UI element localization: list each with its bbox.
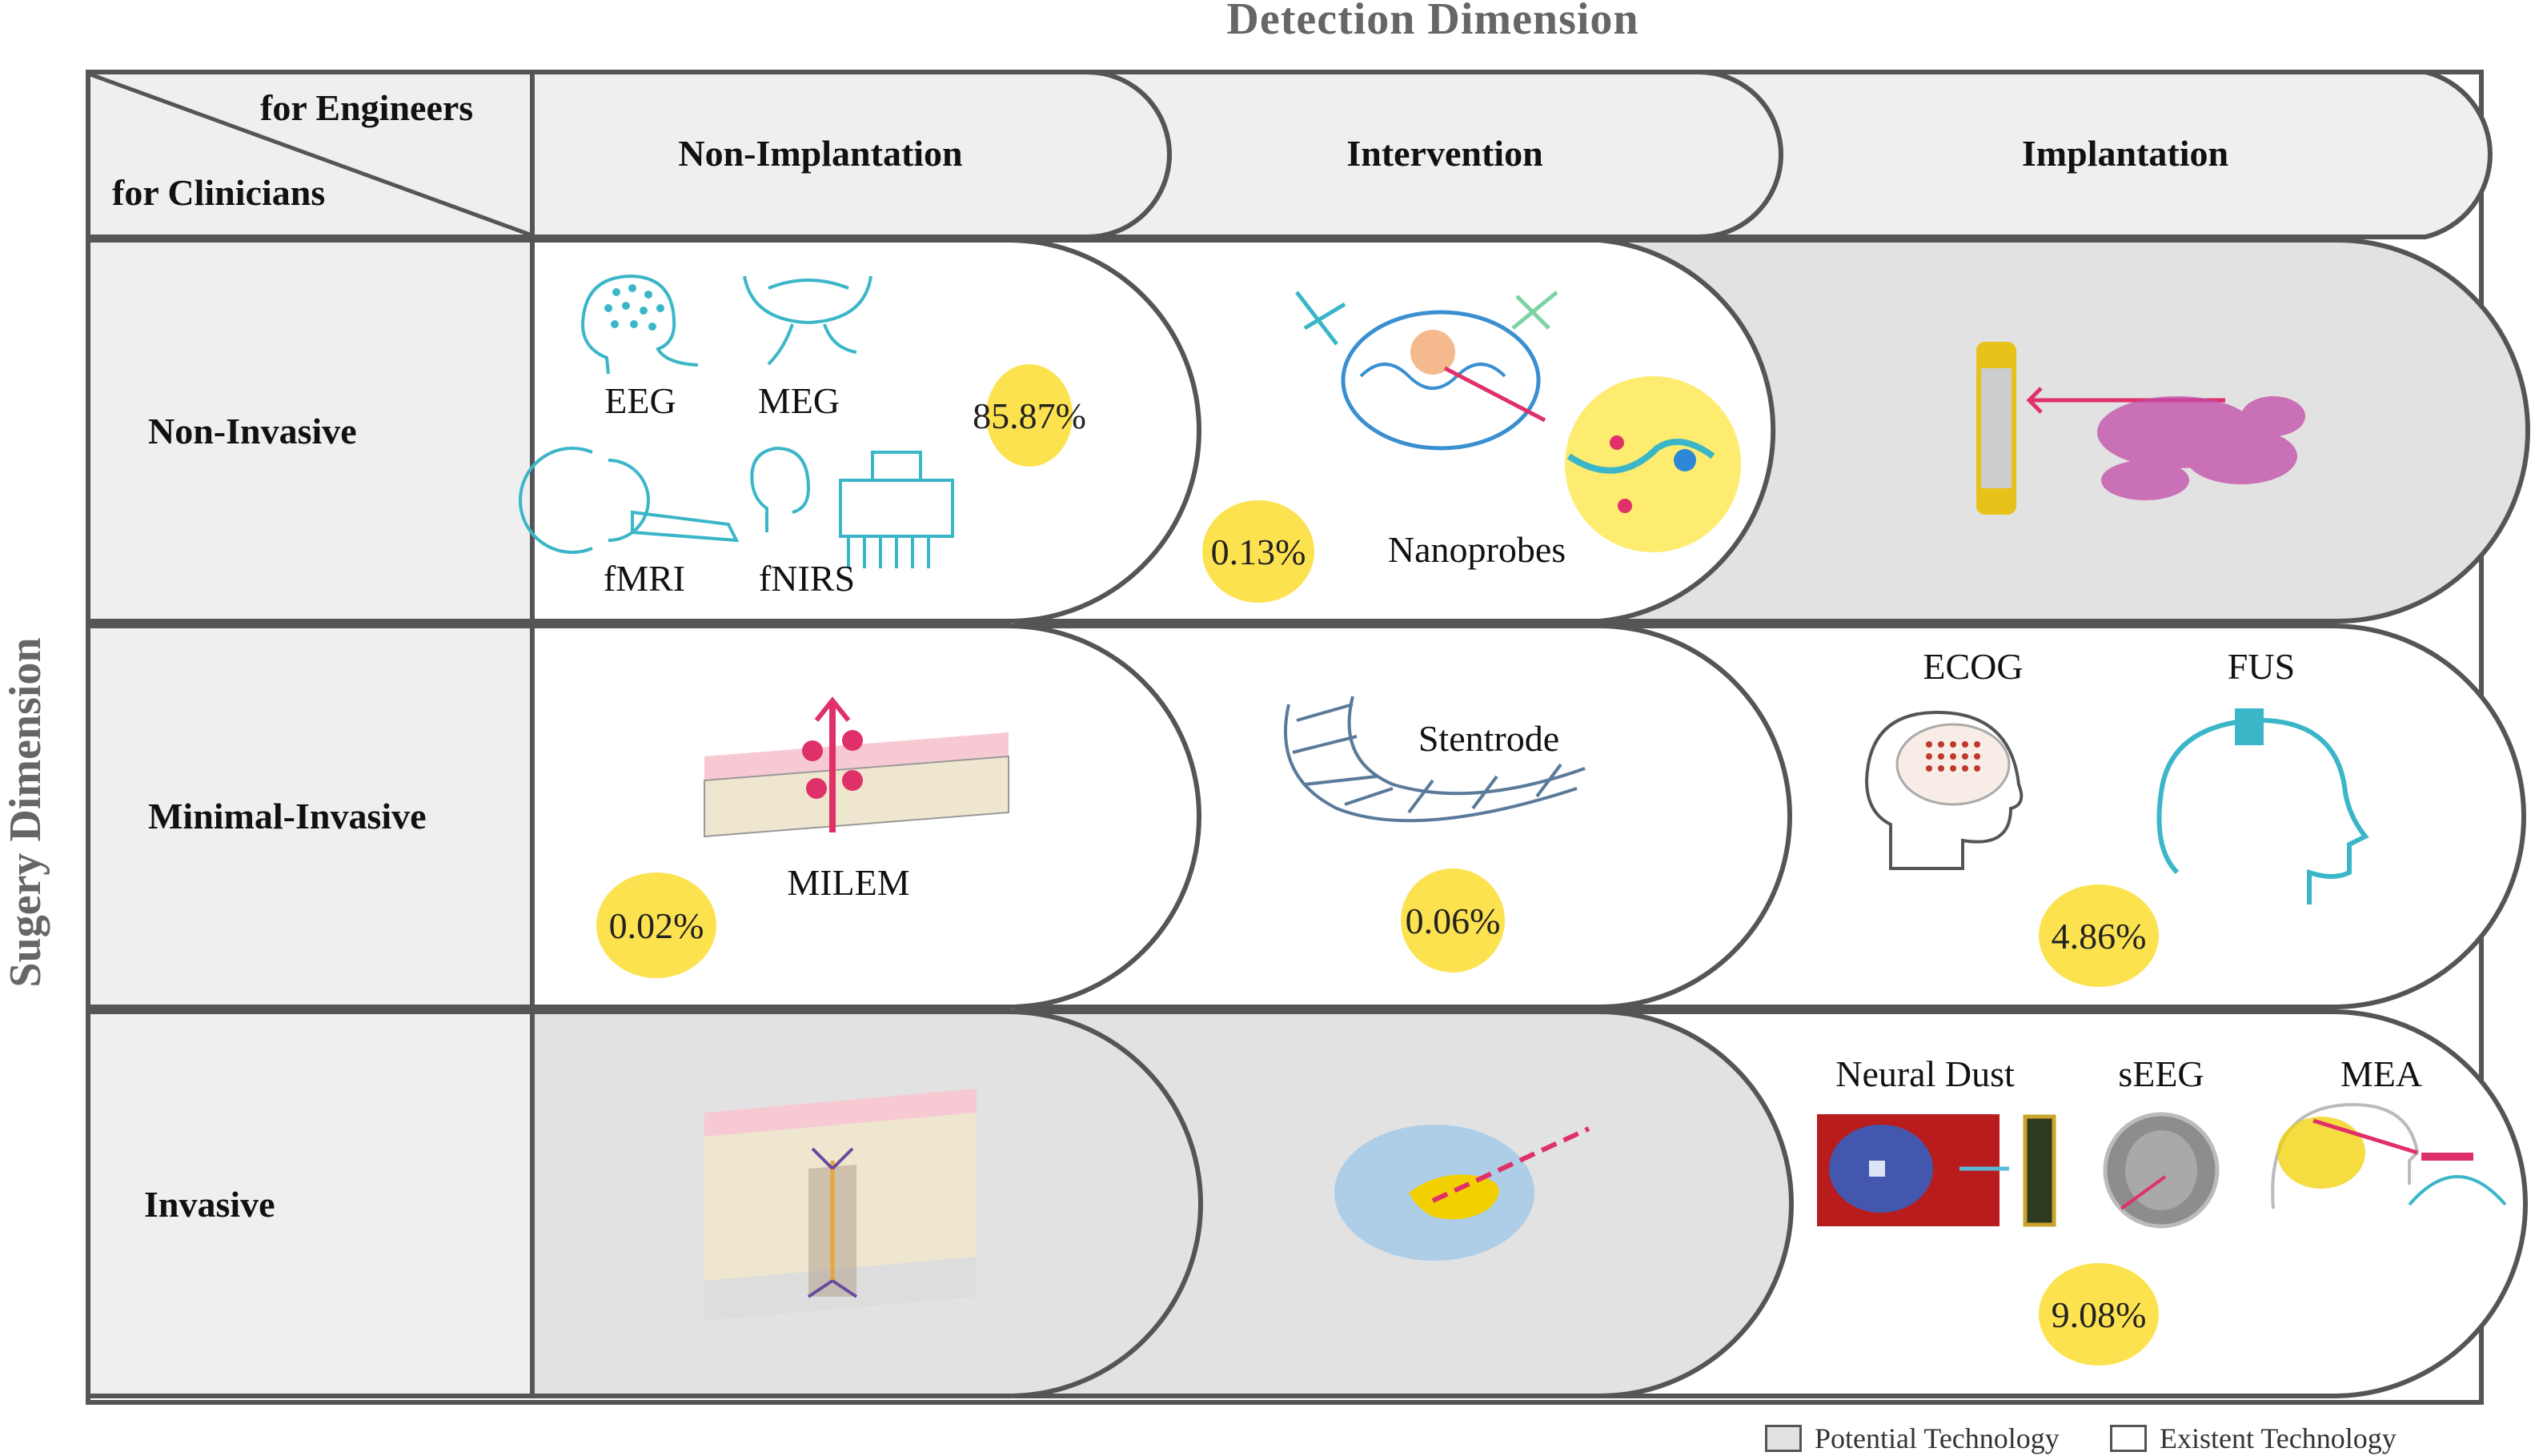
eeg-icon bbox=[580, 275, 699, 375]
mea-icon bbox=[2271, 1102, 2507, 1209]
seeg-image bbox=[2103, 1112, 2220, 1229]
header-cell-intervention bbox=[990, 70, 1783, 239]
legend-potential: Potential Technology bbox=[1765, 1422, 2060, 1455]
percent-badge-r2c2: 0.06% bbox=[1401, 868, 1505, 973]
legend-label-potential: Potential Technology bbox=[1815, 1422, 2060, 1454]
percent-badge-r2c3: 4.86% bbox=[2039, 884, 2159, 987]
detection-dimension-title: Detection Dimension bbox=[1226, 0, 1639, 44]
stentrode-icon bbox=[1284, 696, 1586, 823]
legend-swatch-existent bbox=[2110, 1425, 2147, 1452]
column-header-non-implantation: Non-Implantation bbox=[678, 133, 963, 174]
intervention-brain-icon bbox=[1334, 1125, 1590, 1261]
milem-tissue-icon bbox=[704, 696, 1009, 838]
label-ecog: ECOG bbox=[1923, 646, 2024, 687]
percent-badge-r3c3: 9.08% bbox=[2039, 1263, 2159, 1366]
label-mea: MEA bbox=[2340, 1053, 2423, 1094]
neural-dust-image bbox=[1817, 1114, 2056, 1227]
corner-label-engineers: for Engineers bbox=[260, 87, 474, 128]
percent-badge-r1c2: 0.13% bbox=[1202, 500, 1314, 603]
meg-icon bbox=[743, 275, 872, 366]
corner-label-clinicians: for Clinicians bbox=[112, 172, 326, 213]
legend-swatch-potential bbox=[1765, 1425, 1802, 1452]
legend-label-existent: Existent Technology bbox=[2160, 1422, 2397, 1454]
label-eeg: EEG bbox=[604, 380, 676, 421]
label-stentrode: Stentrode bbox=[1418, 718, 1560, 759]
label-fnirs: fNIRS bbox=[758, 558, 856, 599]
label-neural-dust: Neural Dust bbox=[1835, 1053, 2015, 1094]
row-head-minimal-invasive bbox=[86, 624, 535, 1009]
legend-existent: Existent Technology bbox=[2110, 1422, 2397, 1455]
row-head-non-invasive bbox=[86, 238, 535, 624]
header-cell-non-implantation bbox=[530, 70, 1172, 239]
column-header-intervention: Intervention bbox=[1346, 133, 1543, 174]
percent-badge-r1c1: 85.87% bbox=[973, 364, 1086, 467]
label-fus: FUS bbox=[2227, 646, 2296, 687]
label-meg: MEG bbox=[757, 380, 840, 421]
label-nanoprobes: Nanoprobes bbox=[1387, 529, 1566, 570]
fmri-icon bbox=[519, 447, 740, 554]
invasive-tissue-icon bbox=[704, 1089, 977, 1321]
cell-r1c1 bbox=[530, 238, 1201, 624]
row-header-minimal-invasive: Minimal-Invasive bbox=[148, 796, 427, 836]
label-seeg: sEEG bbox=[2118, 1053, 2204, 1094]
cell-r3c3 bbox=[1598, 1009, 2528, 1398]
row-head-invasive bbox=[86, 1009, 535, 1398]
percent-badge-r2c1: 0.02% bbox=[596, 872, 716, 978]
nanoprobes-brain-icon bbox=[1295, 291, 1741, 552]
surgery-dimension-title: Sugery Dimension bbox=[1, 637, 50, 988]
label-fmri: fMRI bbox=[603, 558, 686, 599]
header-cell-implantation bbox=[1590, 70, 2493, 239]
label-milem: MILEM bbox=[787, 862, 910, 903]
cell-r1c3 bbox=[1598, 238, 2530, 624]
fus-icon bbox=[2156, 708, 2369, 904]
implant-device-icon bbox=[1976, 342, 2305, 515]
row-header-non-invasive: Non-Invasive bbox=[148, 411, 357, 451]
ecog-icon bbox=[1864, 710, 2024, 870]
column-header-implantation: Implantation bbox=[2021, 133, 2229, 174]
cell-r2c3 bbox=[1598, 624, 2526, 1009]
fnirs-icon bbox=[750, 447, 954, 568]
row-header-invasive: Invasive bbox=[144, 1184, 275, 1225]
cell-r2c2 bbox=[1014, 624, 1792, 1009]
